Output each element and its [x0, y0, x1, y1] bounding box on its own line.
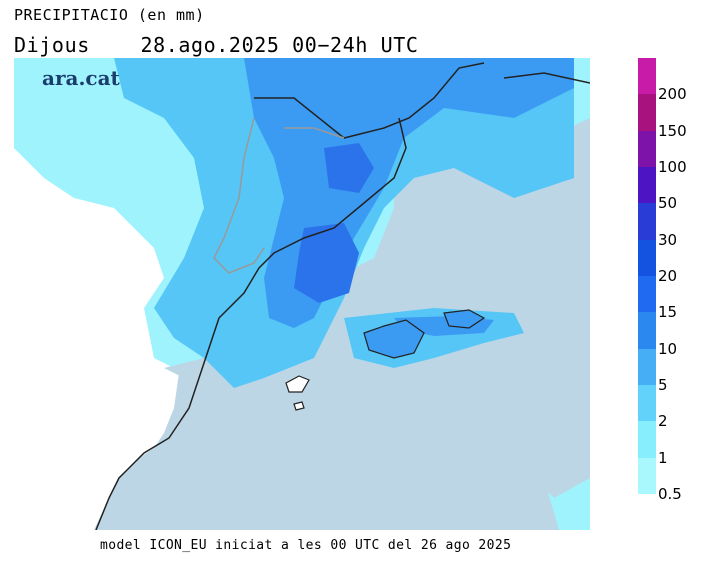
legend-label: 2	[658, 412, 668, 431]
legend-label: 5	[658, 376, 668, 394]
legend-swatch	[638, 130, 656, 168]
legend-label: 15	[658, 303, 678, 322]
legend-swatch	[638, 167, 656, 204]
period-label: 28.ago.2025 00−24h UTC	[140, 33, 419, 57]
coastline-france	[503, 72, 590, 84]
coastline-north	[254, 62, 485, 139]
regional-border	[213, 117, 265, 274]
precipitation-map: ara.cat	[14, 58, 590, 530]
legend-label: 10	[658, 339, 678, 358]
coastline-east-iberia	[95, 117, 407, 530]
legend-swatch	[638, 94, 656, 132]
legend-swatch	[638, 348, 656, 386]
legend-swatch	[638, 239, 656, 277]
menorca-island	[443, 309, 486, 329]
rain-veryheavy-core	[294, 223, 359, 303]
legend-label: 200	[658, 85, 687, 104]
legend-label: 20	[658, 267, 678, 285]
legend-swatch	[638, 385, 656, 422]
color-legend	[638, 58, 658, 495]
country-border	[284, 127, 345, 139]
rain-veryheavy-north	[324, 143, 374, 193]
sea-clear	[164, 118, 590, 498]
legend-swatch	[638, 457, 656, 495]
day-label: Dijous	[14, 33, 90, 57]
date-title: Dijous 28.ago.2025 00−24h UTC	[14, 33, 419, 57]
legend-swatch	[638, 203, 656, 241]
legend-label: 1	[658, 448, 668, 467]
ibiza-island	[285, 375, 310, 393]
legend-swatch	[638, 58, 656, 95]
legend-label: 150	[658, 121, 687, 140]
ara-logo: ara.cat	[42, 66, 120, 90]
legend-label: 30	[658, 230, 678, 249]
legend-label: 50	[658, 194, 678, 213]
legend-swatch	[638, 276, 656, 313]
legend-swatch	[638, 312, 656, 350]
formentera-island	[293, 401, 305, 411]
mallorca-island	[363, 319, 425, 359]
legend-label: 100	[658, 158, 687, 176]
map-svg	[14, 58, 590, 530]
model-footer: model ICON_EU iniciat a les 00 UTC del 2…	[100, 538, 512, 553]
legend-swatch	[638, 421, 656, 459]
variable-title: PRECIPITACIO (en mm)	[14, 6, 205, 24]
legend-label: 0.5	[658, 485, 682, 503]
